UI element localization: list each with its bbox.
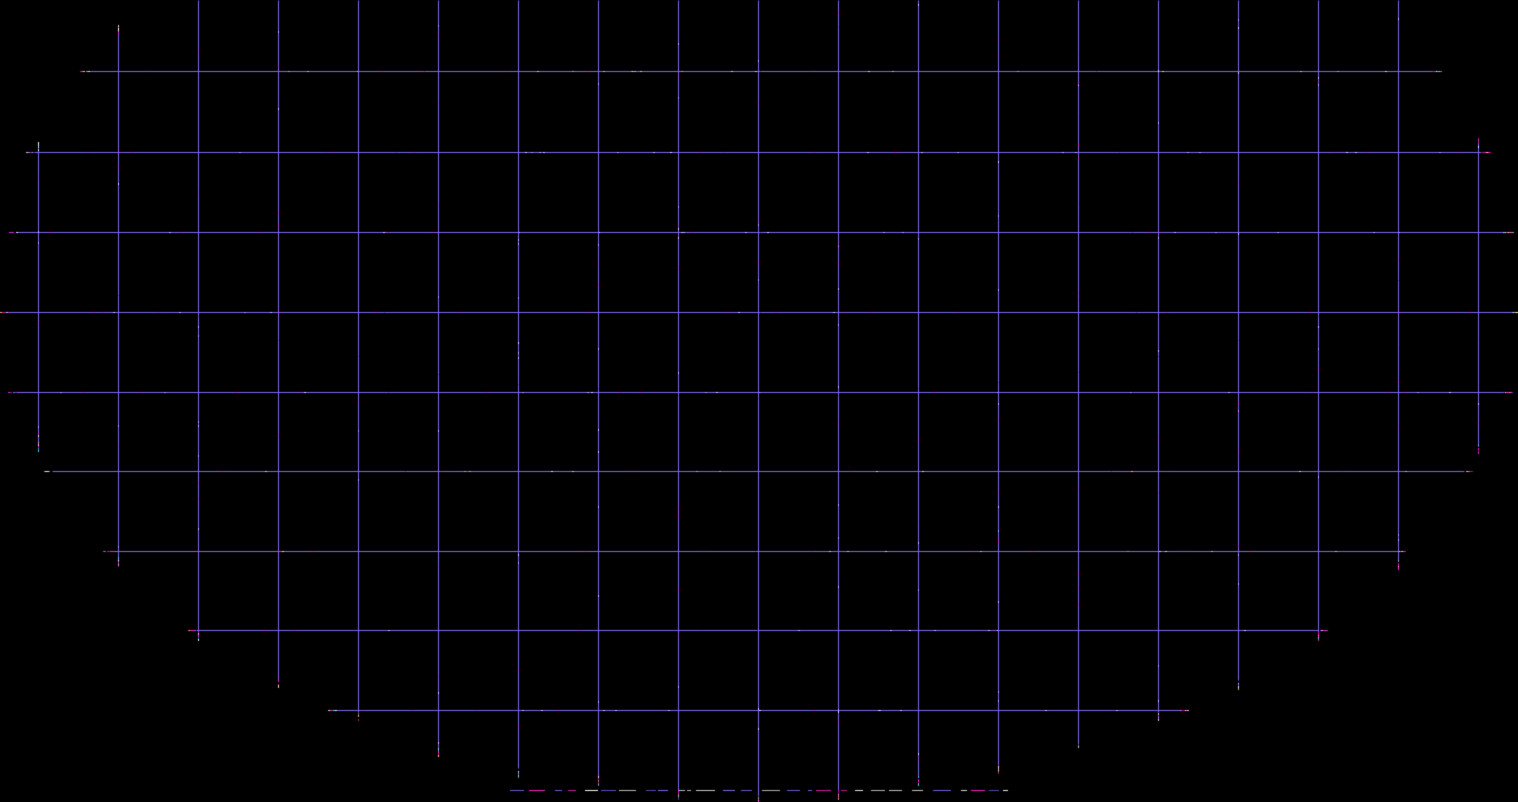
grid-wireframe-canvas (0, 0, 1518, 802)
visualization-stage (0, 0, 1518, 802)
